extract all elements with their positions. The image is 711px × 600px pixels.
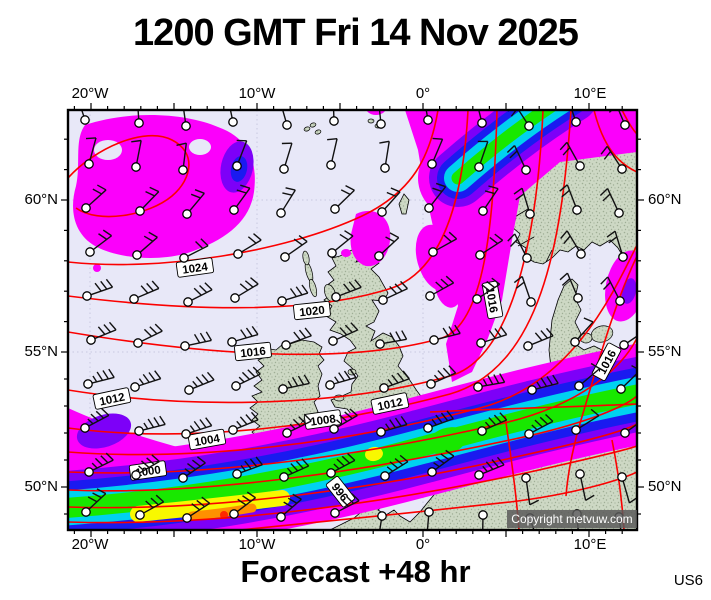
svg-text:1008: 1008 — [310, 413, 338, 429]
svg-text:1020: 1020 — [299, 305, 326, 320]
svg-text:1016: 1016 — [240, 346, 267, 361]
lon-label-bottom: 10°W — [238, 536, 276, 553]
isobar-label: 1012 — [92, 387, 132, 410]
map-frame — [66, 108, 639, 532]
isobar-label: 1008 — [303, 409, 342, 430]
isobar-label: 1020 — [293, 300, 331, 321]
svg-text:1024: 1024 — [182, 261, 210, 277]
model-run-label: US6 — [673, 572, 703, 589]
lon-label-bottom: 10°E — [573, 536, 607, 553]
lon-label-top: 10°E — [573, 85, 607, 102]
axis-ticks — [61, 103, 644, 537]
lat-label-left: 50°N — [24, 478, 58, 495]
lon-label-top: 0° — [415, 85, 431, 102]
isobar-label: 1004 — [187, 428, 227, 451]
lat-label-right: 60°N — [648, 191, 682, 208]
copyright-watermark: Copyright metvuw.com — [507, 510, 637, 528]
lon-label-top: 20°W — [71, 85, 109, 102]
island — [367, 118, 375, 124]
island — [314, 129, 322, 135]
island — [309, 122, 317, 128]
svg-text:1012: 1012 — [98, 391, 126, 408]
isobar-label: 1012 — [370, 392, 410, 415]
svg-text:1012: 1012 — [376, 396, 404, 413]
chart-title: 1200 GMT Fri 14 Nov 2025 — [133, 12, 579, 54]
lon-label-bottom: 20°W — [71, 536, 109, 553]
svg-text:1004: 1004 — [194, 433, 222, 449]
fjord-line — [545, 249, 553, 263]
precipitation-overlay — [68, 110, 637, 530]
island — [303, 126, 311, 132]
wind-barbs — [80, 110, 637, 530]
lat-label-right: 55°N — [648, 343, 682, 360]
lat-label-right: 50°N — [648, 478, 682, 495]
lon-label-bottom: 0° — [415, 536, 431, 553]
lat-label-left: 60°N — [24, 191, 58, 208]
lon-label-top: 10°W — [238, 85, 276, 102]
isobar-label: 1024 — [175, 257, 214, 278]
lat-label-left: 55°N — [24, 343, 58, 360]
isobar-label: 1016 — [234, 341, 272, 362]
island — [308, 278, 318, 298]
island — [302, 250, 310, 266]
forecast-hour-label: Forecast +48 hr — [240, 554, 471, 589]
